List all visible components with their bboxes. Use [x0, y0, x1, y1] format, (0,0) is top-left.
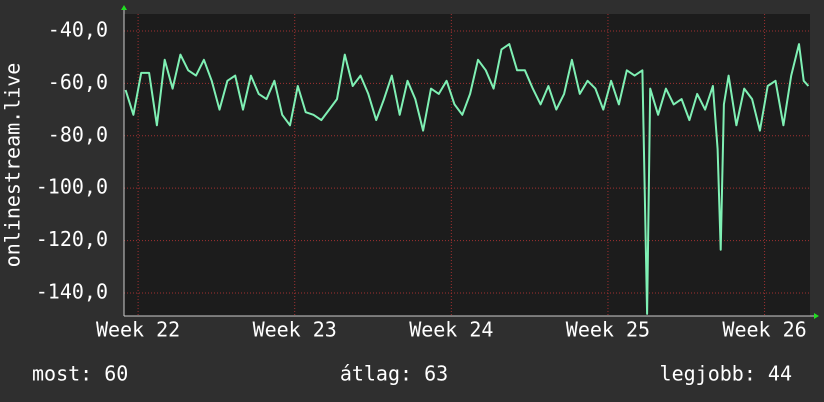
footer-best: legjobb: 44 — [660, 362, 792, 386]
x-tick-label: Week 26 — [722, 318, 806, 342]
y-tick-label: -40,0 — [48, 18, 108, 42]
y-tick-label: -80,0 — [48, 122, 108, 146]
x-tick-label: Week 25 — [566, 318, 650, 342]
x-tick-label: Week 23 — [253, 318, 337, 342]
x-tick-label: Week 24 — [409, 318, 493, 342]
y-arrow — [121, 5, 127, 10]
data-line — [124, 43, 810, 315]
x-arrow — [814, 313, 819, 319]
y-tick-label: -60,0 — [48, 70, 108, 94]
footer-current: most: 60 — [32, 362, 128, 386]
y-axis-label: onlinestream.live — [1, 63, 25, 268]
y-tick-label: -120,0 — [36, 227, 108, 251]
y-tick-label: -100,0 — [36, 175, 108, 199]
y-tick-label: -140,0 — [36, 279, 108, 303]
x-tick-label: Week 22 — [96, 318, 180, 342]
footer-average: átlag: 63 — [340, 362, 448, 386]
plot-area — [124, 14, 810, 316]
